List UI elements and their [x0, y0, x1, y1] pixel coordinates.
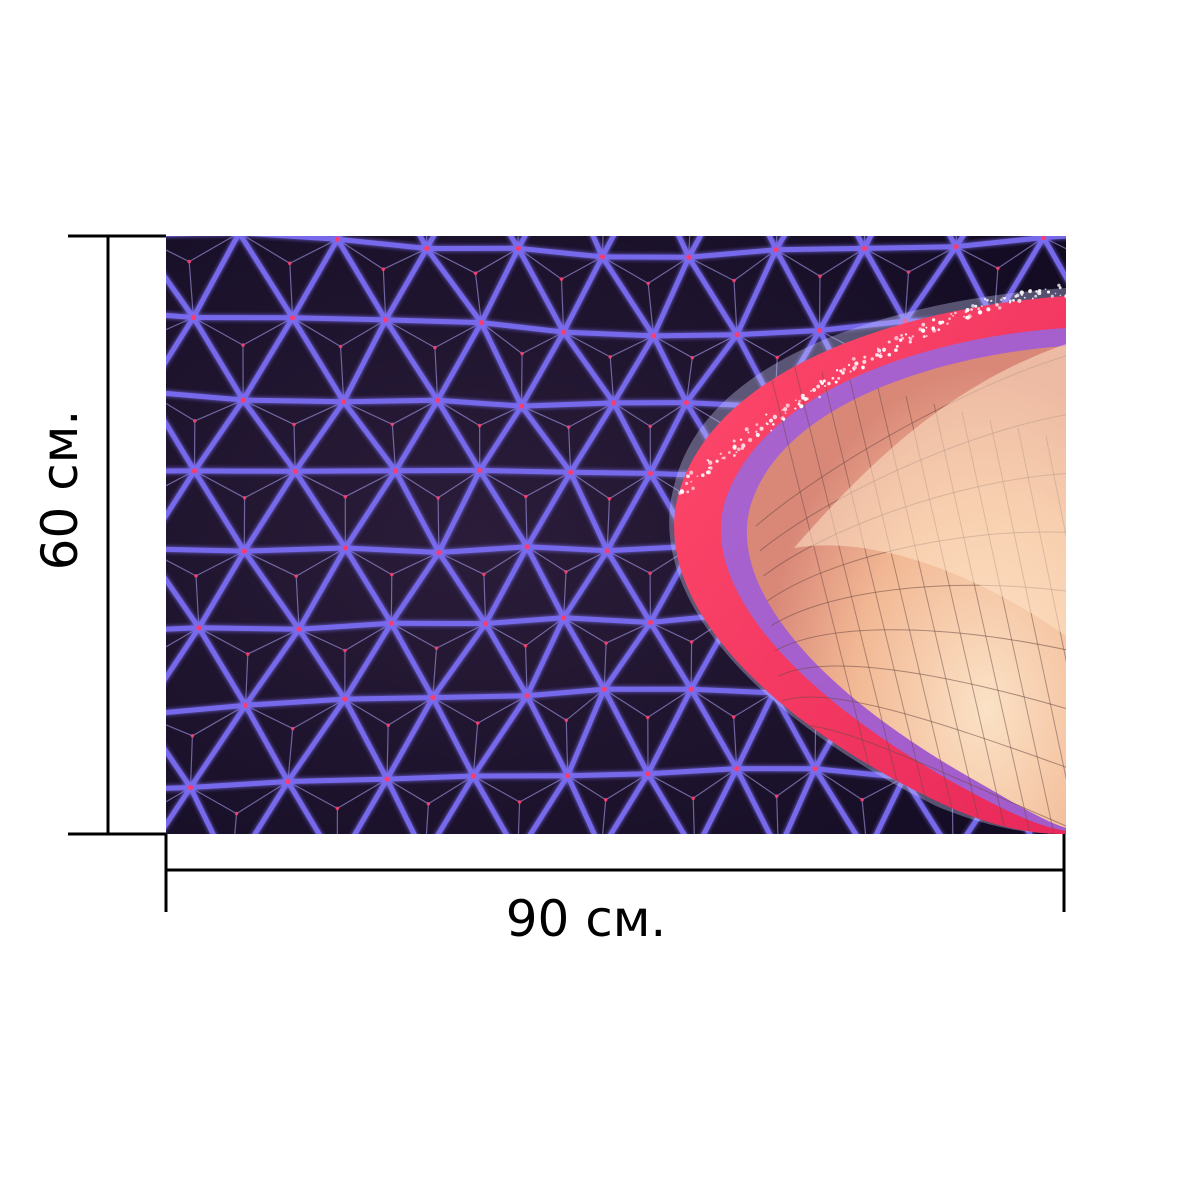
product-photo: [166, 236, 1066, 834]
height-label: 60 см.: [31, 409, 89, 571]
width-label: 90 см.: [505, 890, 667, 948]
fairy-lights: [678, 283, 1066, 495]
illuminated-bowl: [669, 283, 1066, 834]
glass-dome-lattice-image: [166, 236, 1066, 834]
